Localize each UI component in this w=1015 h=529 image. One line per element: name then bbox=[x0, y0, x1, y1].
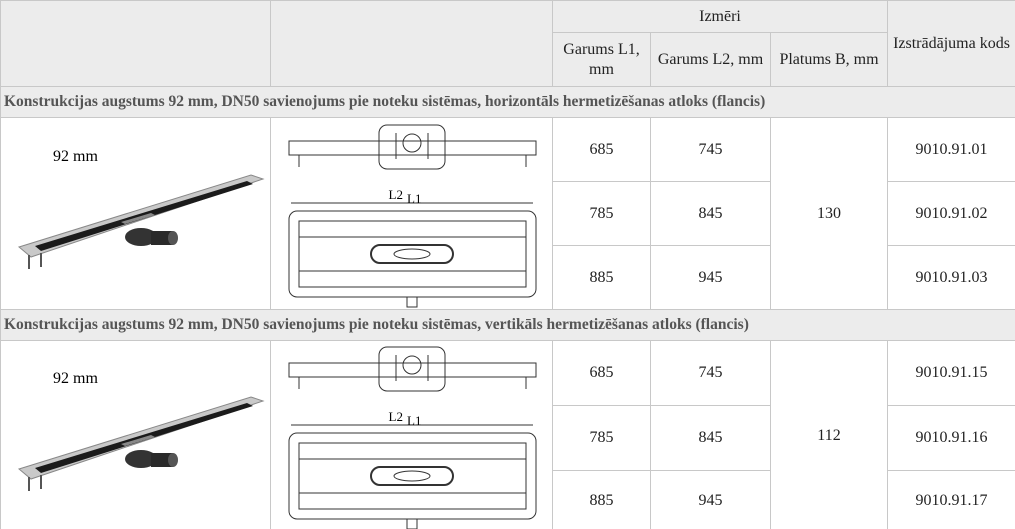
product-table: IzmēriIzstrādājuma kodsGarums L1, mmGaru… bbox=[0, 0, 1015, 529]
length-l2: 745 bbox=[651, 341, 771, 406]
drawing-shape bbox=[407, 297, 417, 307]
section-row: Konstrukcijas augstums 92 mm, DN50 savie… bbox=[1, 310, 1015, 341]
drawing-shape bbox=[403, 356, 421, 374]
length-l2: 845 bbox=[651, 182, 771, 246]
group-header: Izmēri bbox=[553, 1, 888, 33]
column-header: Garums L2, mm bbox=[651, 33, 771, 87]
length-l1: 685 bbox=[553, 341, 651, 406]
drawing-shape bbox=[407, 519, 417, 529]
drawing-shape bbox=[289, 211, 536, 297]
product-code: 9010.91.17 bbox=[888, 471, 1015, 529]
length-l2: 945 bbox=[651, 246, 771, 310]
product-code: 9010.91.01 bbox=[888, 118, 1015, 182]
length-l1: 885 bbox=[553, 471, 651, 529]
product-image: 92 mm bbox=[1, 119, 271, 309]
drawing-shape bbox=[371, 245, 453, 263]
product-image: 92 mm bbox=[1, 341, 271, 529]
length-l1: 685 bbox=[553, 118, 651, 182]
technical-drawing: L2 L1 bbox=[271, 119, 553, 309]
dimension-label: L1 bbox=[407, 413, 421, 428]
section-title: Konstrukcijas augstums 92 mm, DN50 savie… bbox=[1, 310, 1015, 341]
length-l1: 785 bbox=[553, 406, 651, 471]
table-body: IzmēriIzstrādājuma kodsGarums L1, mmGaru… bbox=[1, 1, 1015, 529]
drawing-shape bbox=[394, 249, 430, 259]
dimension-label: L2 bbox=[389, 187, 403, 202]
column-header: Garums L1, mm bbox=[553, 33, 651, 87]
product-code: 9010.91.02 bbox=[888, 182, 1015, 246]
drawing-shape bbox=[289, 141, 536, 155]
height-label: 92 mm bbox=[53, 148, 98, 165]
product-code: 9010.91.16 bbox=[888, 406, 1015, 471]
drawing-shape bbox=[289, 125, 536, 307]
height-label: 92 mm bbox=[53, 370, 98, 387]
drawing-shape bbox=[371, 467, 453, 485]
drawing-shape bbox=[168, 231, 178, 245]
drawing-cell: L2 L1 bbox=[271, 118, 553, 310]
drawing-shape bbox=[168, 453, 178, 467]
dimension-label: L1 bbox=[407, 191, 421, 206]
length-l2: 845 bbox=[651, 406, 771, 471]
drawing-shape bbox=[403, 134, 421, 152]
drawing-shape bbox=[394, 471, 430, 481]
section-row: Konstrukcijas augstums 92 mm, DN50 savie… bbox=[1, 87, 1015, 118]
length-l2: 745 bbox=[651, 118, 771, 182]
length-l1: 785 bbox=[553, 182, 651, 246]
dimension-label: L2 bbox=[389, 409, 403, 424]
length-l2: 945 bbox=[651, 471, 771, 529]
product-cell: 92 mm bbox=[1, 118, 271, 310]
drawing-shape bbox=[289, 433, 536, 519]
drawing-shape bbox=[289, 347, 536, 529]
drawing-shape bbox=[299, 221, 526, 287]
drawing-cell: L2 L1 bbox=[271, 341, 553, 529]
width-b: 130 bbox=[771, 118, 888, 310]
length-l1: 885 bbox=[553, 246, 651, 310]
column-header: Platums B, mm bbox=[771, 33, 888, 87]
drawing-shape bbox=[379, 125, 445, 169]
product-code: 9010.91.15 bbox=[888, 341, 1015, 406]
technical-drawing: L2 L1 bbox=[271, 341, 553, 529]
product-code: 9010.91.03 bbox=[888, 246, 1015, 310]
drawing-shape bbox=[379, 347, 445, 391]
column-header: Izstrādājuma kods bbox=[888, 1, 1015, 87]
width-b: 112 bbox=[771, 341, 888, 529]
empty-cell bbox=[271, 1, 553, 87]
drawing-shape bbox=[299, 443, 526, 509]
drawing-shape bbox=[289, 363, 536, 377]
page: IzmēriIzstrādājuma kodsGarums L1, mmGaru… bbox=[0, 0, 1015, 529]
section-title: Konstrukcijas augstums 92 mm, DN50 savie… bbox=[1, 87, 1015, 118]
empty-cell bbox=[1, 1, 271, 87]
product-cell: 92 mm bbox=[1, 341, 271, 529]
